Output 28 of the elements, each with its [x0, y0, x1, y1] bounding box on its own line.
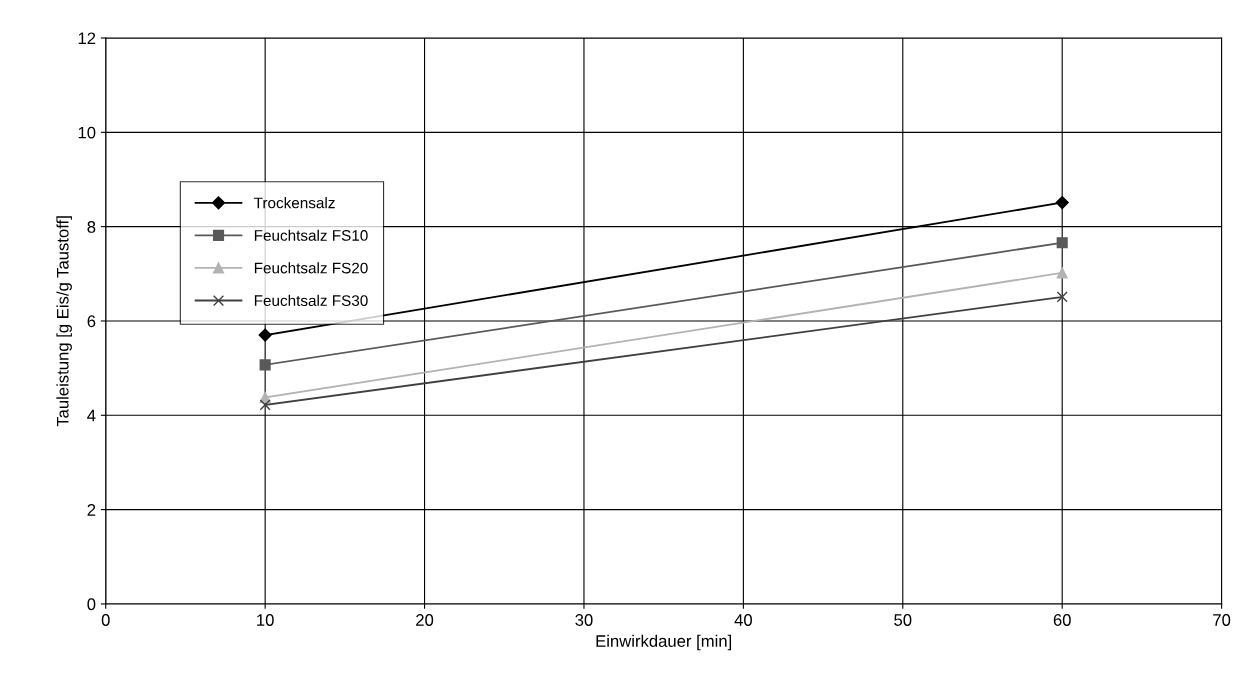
x-tick-label: 20 — [416, 614, 434, 626]
x-tick-label: 0 — [101, 614, 110, 626]
legend-label: Feuchtsalz FS10 — [254, 229, 368, 241]
y-tick-label: 0 — [87, 598, 96, 611]
legend-label: Feuchtsalz FS30 — [254, 294, 368, 307]
x-axis-title: Einwirkdauer [min] — [596, 634, 732, 651]
point — [258, 328, 272, 342]
y-tick-label: 6 — [87, 315, 96, 328]
x-tick-label: 60 — [1053, 614, 1071, 626]
y-tick-label: 4 — [87, 409, 96, 422]
x-tick-label: 30 — [575, 614, 593, 626]
point — [1056, 291, 1068, 303]
legend-label: Trockensalz — [254, 197, 335, 209]
x-tick-label: 40 — [734, 614, 752, 626]
legend-label: Feuchtsalz FS20 — [254, 262, 368, 274]
y-axis-title: Tauleistung [g Eis/g Taustoff] — [56, 216, 72, 427]
point — [1056, 237, 1068, 249]
point — [259, 359, 271, 371]
x-tick-label: 50 — [894, 614, 912, 626]
point — [1056, 267, 1068, 279]
y-tick-label: 10 — [78, 126, 96, 139]
x-tick-label: 70 — [1213, 614, 1231, 626]
y-tick-label: 8 — [87, 221, 96, 233]
y-tick-label: 12 — [78, 32, 96, 45]
point — [259, 399, 271, 411]
point — [1055, 196, 1069, 210]
y-tick-label: 2 — [87, 504, 96, 516]
x-tick-label: 10 — [257, 614, 274, 626]
